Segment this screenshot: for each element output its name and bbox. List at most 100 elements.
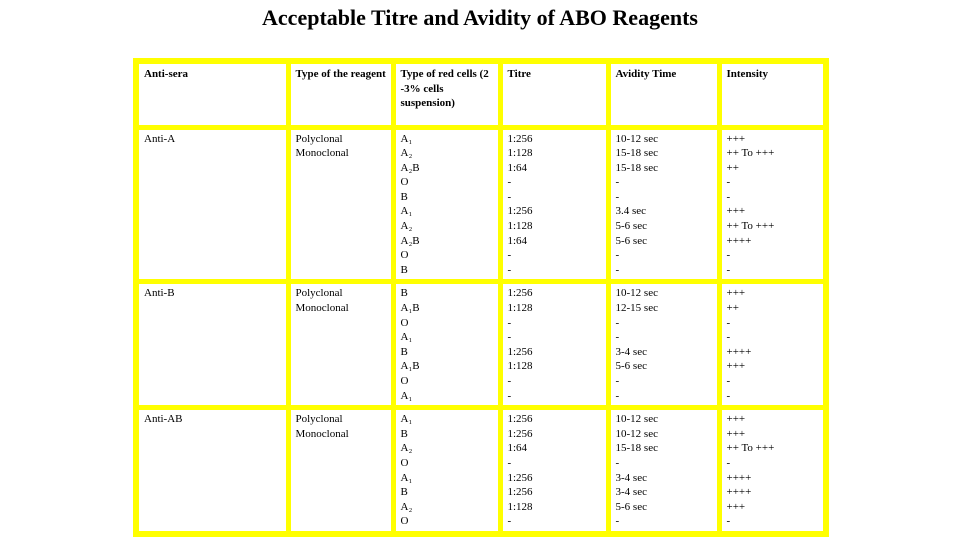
cell-line: ++ To +++ <box>726 442 775 455</box>
cell-line: 5-6 sec <box>615 500 647 513</box>
cell-line: B <box>400 427 408 440</box>
cell-avidity_time: 10-12 sec 15-18 sec 15-18 sec - -3.4 sec 5-6 … <box>605 124 722 285</box>
cell-line: B <box>400 486 408 499</box>
cell-line: - <box>726 249 731 262</box>
cell-reagent_types: Polyclonal Monoclonal <box>285 279 396 411</box>
cell-line: 15-18 sec <box>615 161 658 174</box>
cell-line: O <box>400 456 409 469</box>
column-header-anti_sera: Anti-sera <box>133 58 291 130</box>
cell-line: Polyclonal <box>295 413 343 426</box>
cell-line: - <box>726 456 731 469</box>
cell-line: - <box>726 375 731 387</box>
cell-line: 10-12 sec <box>615 413 658 426</box>
cell-reagent_types: Polyclonal Monoclonal <box>285 405 396 537</box>
cell-line: +++ <box>726 287 746 300</box>
cell-line: A₁ <box>400 389 413 402</box>
cell-line: ++ To +++ <box>726 147 775 160</box>
cell-line: A₂B <box>400 161 420 174</box>
cell-line: 10-12 sec <box>615 427 658 440</box>
table-row: Anti-A Polyclonal Monoclonal A₁ A₂ A₂B O B A₁ A₂ A… <box>133 124 829 285</box>
cell-line: - <box>615 515 620 528</box>
cell-line: ++ To +++ <box>726 220 775 233</box>
cell-line: 10-12 sec <box>615 132 658 145</box>
cell-line: - <box>726 316 731 329</box>
cell-line: ++ <box>726 302 739 315</box>
cell-line: 1:256 <box>507 427 533 440</box>
cell-line: - <box>507 375 512 387</box>
cell-line: 1:256 <box>507 287 533 300</box>
cell-line: A₂ <box>400 147 413 160</box>
cell-anti_sera: Anti-AB <box>133 405 291 537</box>
cell-line: ++ <box>726 161 739 174</box>
cell-line: +++ <box>726 132 746 145</box>
table-row: Anti-AB Polyclonal Monoclonal A₁ B A₂ O A₁ B A₂ O 1… <box>133 405 829 537</box>
cell-line: - <box>507 316 512 329</box>
cell-line: ++++ <box>726 345 752 358</box>
cell-line: 5-6 sec <box>615 220 647 233</box>
cell-line: B <box>400 345 408 358</box>
cell-line: 5-6 sec <box>615 360 647 373</box>
cell-line: - <box>726 389 731 402</box>
cell-line: Anti-A <box>144 132 176 145</box>
cell-line: B <box>400 263 408 276</box>
cell-line: 1:128 <box>507 360 533 373</box>
cell-line: 1:256 <box>507 205 533 218</box>
cell-line: 3-4 sec <box>615 471 647 484</box>
cell-line: 1:256 <box>507 132 533 145</box>
cell-line: A₁B <box>400 302 420 315</box>
cell-line: 5-6 sec <box>615 234 647 247</box>
cell-line: 1:64 <box>507 161 528 174</box>
column-header-avidity_time: Avidity Time <box>605 58 722 130</box>
cell-line: 15-18 sec <box>615 442 658 455</box>
cell-line: O <box>400 316 409 329</box>
cell-line: - <box>615 456 620 469</box>
cell-anti_sera: Anti-A <box>133 124 291 285</box>
cell-line: 1:128 <box>507 500 533 513</box>
cell-line: - <box>507 190 512 203</box>
cell-line: Polyclonal <box>295 132 343 145</box>
cell-red_cells: B A₁B O A₁ B A₁B O A₁ <box>390 279 503 411</box>
cell-line: - <box>615 331 620 344</box>
cell-line: - <box>507 176 512 189</box>
cell-line: - <box>507 263 512 276</box>
cell-line: A₂ <box>400 500 413 513</box>
cell-intensity: +++ ++ - - ++++ +++ - - <box>716 279 829 411</box>
cell-line: - <box>615 249 620 262</box>
cell-intensity: +++ +++ ++ To +++ - ++++ ++++ +++ - <box>716 405 829 537</box>
cell-line: - <box>726 263 731 276</box>
cell-line: Polyclonal <box>295 287 343 300</box>
cell-line: - <box>726 176 731 189</box>
cell-line: 12-15 sec <box>615 302 658 315</box>
cell-line: Monoclonal <box>295 427 349 440</box>
cell-line: O <box>400 249 409 262</box>
cell-line: 10-12 sec <box>615 287 658 300</box>
cell-line: - <box>615 316 620 329</box>
cell-line: A₂B <box>400 234 420 247</box>
cell-line: A₁ <box>400 331 413 344</box>
cell-line: A₁ <box>400 132 413 145</box>
cell-line: 1:256 <box>507 471 533 484</box>
cell-line: - <box>507 331 512 344</box>
cell-line: 3-4 sec <box>615 345 647 358</box>
cell-line: A₂ <box>400 220 413 233</box>
cell-line: Monoclonal <box>295 147 349 160</box>
cell-intensity: +++ ++ To +++ ++ - - +++ ++ To +++ ++++ - - <box>716 124 829 285</box>
cell-line: O <box>400 176 409 189</box>
cell-line: +++ <box>726 360 746 373</box>
cell-line: 1:64 <box>507 234 528 247</box>
cell-line: 1:128 <box>507 302 533 315</box>
cell-line: - <box>507 456 512 469</box>
cell-line: +++ <box>726 413 746 426</box>
page-title: Acceptable Titre and Avidity of ABO Reag… <box>262 5 698 30</box>
cell-line: - <box>615 263 620 276</box>
cell-line: +++ <box>726 500 746 513</box>
cell-line: A₁B <box>400 360 420 373</box>
cell-avidity_time: 10-12 sec 10-12 sec 15-18 sec -3-4 sec 3-4 s… <box>605 405 722 537</box>
cell-line: ++++ <box>726 234 752 247</box>
cell-line: B <box>400 287 408 300</box>
column-header-reagent_types: Type of the reagent <box>285 58 396 130</box>
cell-line: O <box>400 515 409 528</box>
cell-line: - <box>615 389 620 402</box>
cell-line: 1:256 <box>507 486 533 499</box>
